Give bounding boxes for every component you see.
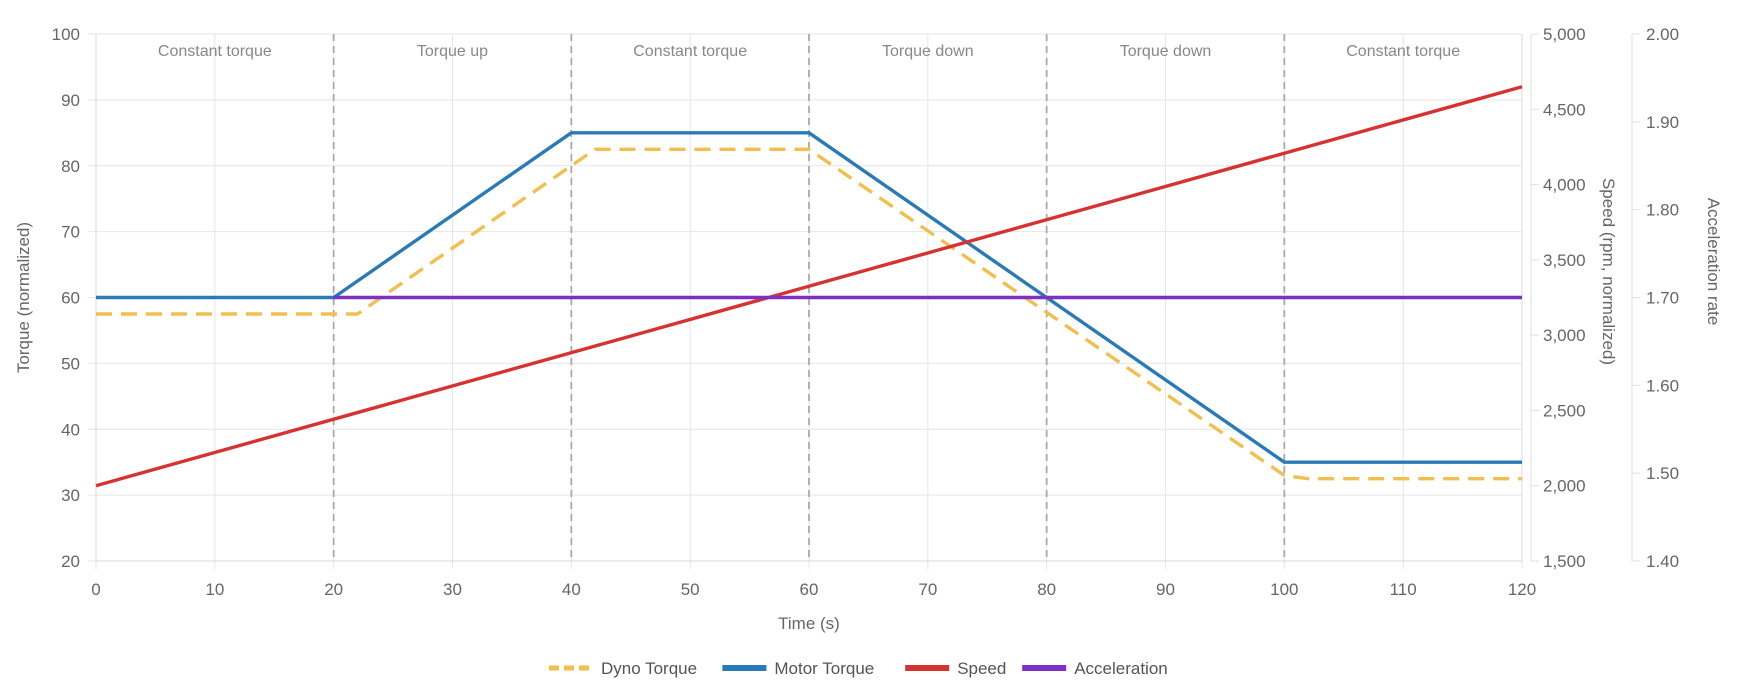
x-tick-label: 110 <box>1390 580 1417 599</box>
speed-tick-label: 1,500 <box>1543 552 1586 571</box>
region-label: Constant torque <box>158 43 272 60</box>
torque-tick-label: 60 <box>61 289 80 308</box>
x-axis-title: Time (s) <box>778 614 840 633</box>
speed-axis-title: Speed (rpm, normalized) <box>1599 178 1618 365</box>
torque-tick-label: 50 <box>61 354 80 373</box>
x-tick-label: 10 <box>205 580 224 599</box>
x-tick-label: 30 <box>443 580 462 599</box>
legend-label-motor-torque: Motor Torque <box>774 659 874 678</box>
legend-label-acceleration: Acceleration <box>1074 659 1168 678</box>
speed-tick-label: 4,500 <box>1543 100 1586 119</box>
torque-tick-label: 90 <box>61 91 80 110</box>
series-line-dyno-torque <box>96 147 1522 481</box>
x-tick-label: 70 <box>918 580 937 599</box>
region-label: Torque down <box>882 43 974 60</box>
x-tick-label: 90 <box>1156 580 1175 599</box>
region-dividers <box>332 34 1286 561</box>
acceleration-tick-label: 1.80 <box>1646 201 1679 220</box>
torque-tick-label: 40 <box>61 420 80 439</box>
torque-tick-label: 30 <box>61 486 80 505</box>
acceleration-tick-label: 1.70 <box>1646 289 1679 308</box>
x-tick-label: 40 <box>562 580 581 599</box>
x-tick-label: 120 <box>1508 580 1536 599</box>
acceleration-tick-label: 1.40 <box>1646 552 1679 571</box>
series-lines <box>95 85 1523 488</box>
region-labels: Constant torque Torque up Constant torque T… <box>158 43 1460 60</box>
torque-tick-label: 80 <box>61 157 80 176</box>
acceleration-tick-label: 2.00 <box>1646 25 1679 44</box>
speed-tick-label: 2,500 <box>1543 401 1586 420</box>
x-tick-label: 20 <box>324 580 343 599</box>
x-tick-label: 80 <box>1037 580 1056 599</box>
x-tick-label: 60 <box>800 580 819 599</box>
legend-label-dyno-torque: Dyno Torque <box>601 659 697 678</box>
legend-label-speed: Speed <box>957 659 1006 678</box>
series-line-speed <box>95 85 1523 488</box>
speed-tick-label: 5,000 <box>1543 25 1586 44</box>
series-line-motor-torque <box>96 131 1522 464</box>
x-tick-label: 100 <box>1270 580 1298 599</box>
acceleration-tick-label: 1.60 <box>1646 376 1679 395</box>
speed-tick-label: 2,000 <box>1543 477 1586 496</box>
speed-tick-label: 4,000 <box>1543 176 1586 195</box>
torque-tick-label: 100 <box>52 25 80 44</box>
speed-tick-label: 3,000 <box>1543 326 1586 345</box>
x-tick-label: 0 <box>91 580 100 599</box>
region-label: Constant torque <box>633 43 747 60</box>
speed-tick-label: 3,500 <box>1543 251 1586 270</box>
torque-tick-label: 70 <box>61 223 80 242</box>
region-label: Constant torque <box>1346 43 1460 60</box>
region-label: Torque down <box>1120 43 1212 60</box>
legend: Dyno Torque Motor Torque Speed Acceleration <box>549 659 1168 678</box>
acceleration-tick-label: 1.90 <box>1646 113 1679 132</box>
axes: 0 10 20 30 40 50 60 70 80 90 100 110 120 20 30 40 50 60 70… <box>14 25 1723 633</box>
region-label: Torque up <box>417 43 488 60</box>
grid-lines <box>88 33 1523 569</box>
torque-axis-title: Torque (normalized) <box>14 222 33 373</box>
acceleration-tick-label: 1.50 <box>1646 464 1679 483</box>
x-tick-label: 50 <box>681 580 700 599</box>
acceleration-axis-title: Acceleration rate <box>1704 198 1723 326</box>
torque-tick-label: 20 <box>61 552 80 571</box>
